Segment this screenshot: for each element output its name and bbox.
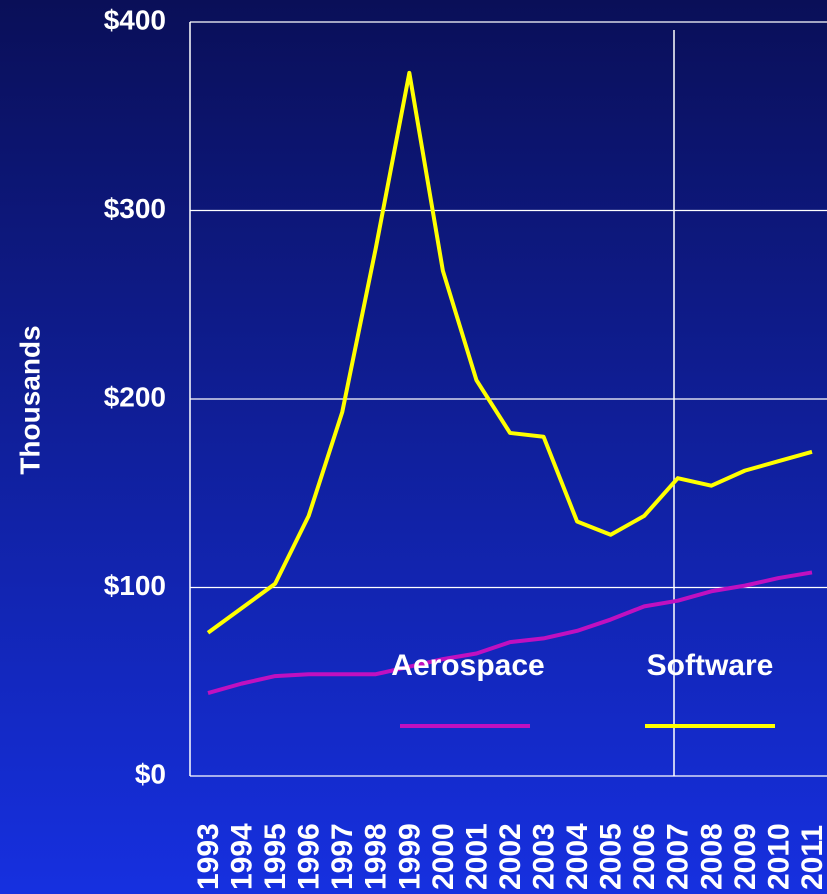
legend-label: Aerospace bbox=[391, 649, 544, 682]
y-tick-label: $0 bbox=[135, 758, 166, 789]
x-tick-label: 2010 bbox=[762, 823, 795, 890]
x-tick-label: 2007 bbox=[662, 823, 695, 890]
x-tick-label: 2001 bbox=[460, 823, 493, 890]
x-tick-label: 1995 bbox=[259, 823, 292, 890]
y-tick-label: $400 bbox=[104, 4, 166, 35]
legend-label: Software bbox=[647, 649, 774, 682]
x-tick-label: 2004 bbox=[561, 823, 594, 890]
x-tick-label: 2011 bbox=[796, 825, 827, 890]
y-tick-label: $200 bbox=[104, 381, 166, 412]
y-axis-label: Thousands bbox=[14, 325, 45, 474]
y-tick-label: $300 bbox=[104, 193, 166, 224]
x-tick-label: 1997 bbox=[326, 823, 359, 890]
x-tick-label: 2006 bbox=[628, 823, 661, 890]
x-tick-label: 2000 bbox=[427, 823, 460, 890]
x-tick-label: 2002 bbox=[494, 823, 527, 890]
series-line bbox=[206, 70, 813, 635]
x-tick-label: 2003 bbox=[527, 823, 560, 890]
x-tick-label: 2009 bbox=[729, 823, 762, 890]
x-tick-label: 2008 bbox=[695, 823, 728, 890]
x-tick-label: 1993 bbox=[192, 823, 225, 890]
x-tick-label: 1994 bbox=[225, 823, 258, 890]
x-tick-label: 1999 bbox=[393, 823, 426, 890]
y-tick-label: $100 bbox=[104, 570, 166, 601]
x-tick-label: 1998 bbox=[360, 823, 393, 890]
x-tick-label: 1996 bbox=[293, 823, 326, 890]
series-line bbox=[207, 570, 813, 695]
x-tick-label: 2005 bbox=[595, 823, 628, 890]
